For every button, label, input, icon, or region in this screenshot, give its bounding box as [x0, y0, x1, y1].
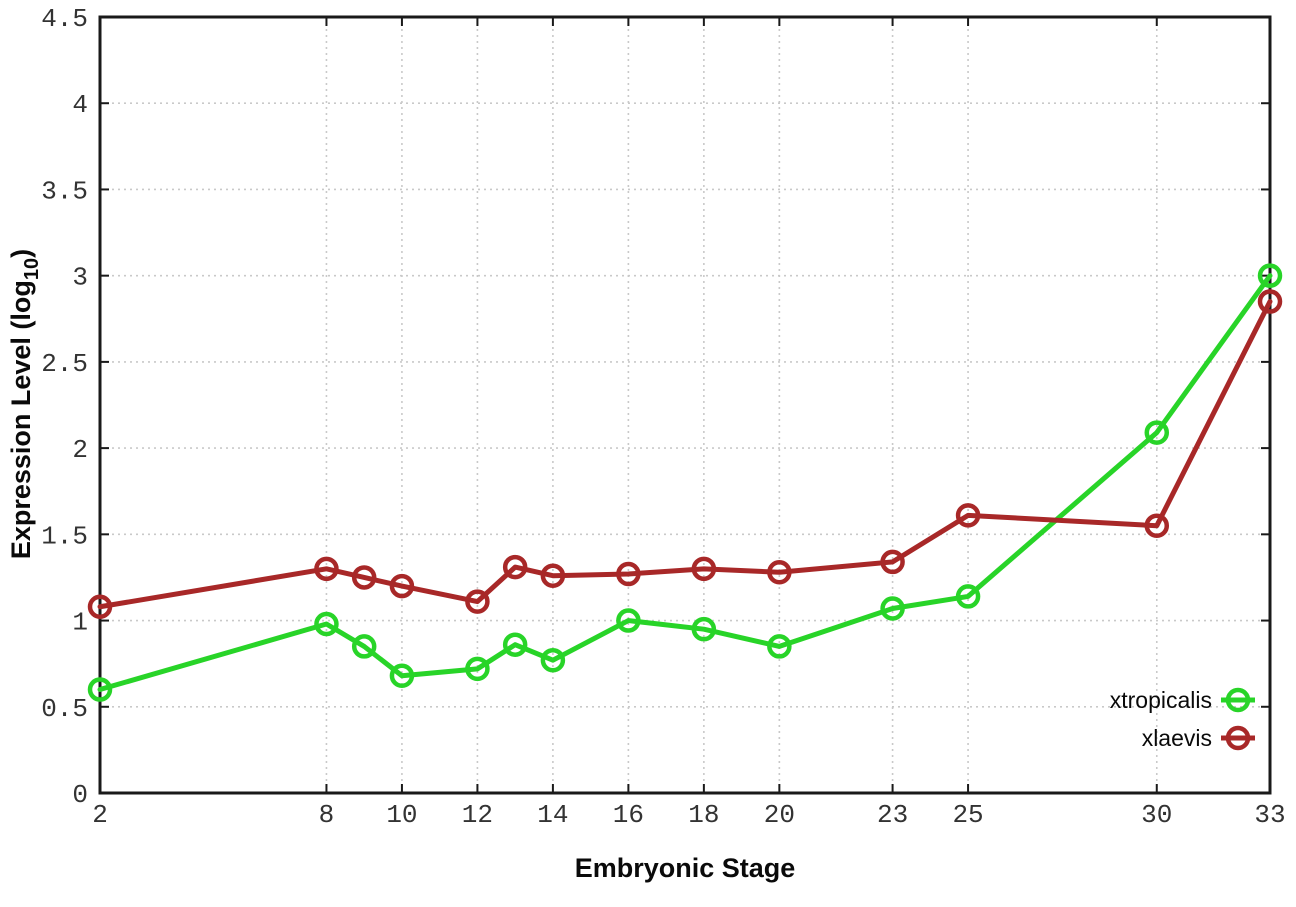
marker-xtropicalis-stage-2 — [87, 677, 113, 702]
x-axis-title: Embryonic Stage — [575, 853, 796, 883]
marker-xtropicalis-stage-12 — [465, 656, 490, 682]
plot-border — [98, 15, 1272, 795]
legend-label-xtropicalis: xtropicalis — [1110, 687, 1212, 713]
x-tick-label-14: 14 — [537, 800, 568, 830]
y-tick-label-2.5: 2.5 — [41, 349, 88, 379]
y-tick-label-1: 1 — [72, 608, 88, 638]
marker-xlaevis-stage-30 — [1144, 513, 1170, 538]
x-tick-label-12: 12 — [462, 800, 493, 830]
x-tick-label-33: 33 — [1254, 800, 1285, 830]
x-tick-label-8: 8 — [319, 800, 335, 830]
series-line-xtropicalis — [97, 273, 1273, 693]
marker-xlaevis-stage-9 — [351, 565, 377, 590]
legend-marker-xtropicalis — [1225, 687, 1251, 713]
marker-xlaevis-stage-23 — [880, 549, 905, 575]
y-tick-label-4: 4 — [72, 90, 88, 120]
x-tick-label-25: 25 — [952, 800, 983, 830]
grid-layer — [100, 17, 1270, 793]
y-tick-label-0.5: 0.5 — [41, 694, 88, 724]
x-tick-label-30: 30 — [1141, 800, 1172, 830]
y-tick-label-2: 2 — [72, 435, 88, 465]
x-tick-label-16: 16 — [613, 800, 644, 830]
marker-xtropicalis-stage-16 — [616, 608, 641, 633]
marker-xtropicalis-stage-14 — [540, 647, 566, 673]
legend-marker-xlaevis — [1225, 725, 1251, 751]
marker-xtropicalis-stage-9 — [351, 634, 377, 659]
marker-xtropicalis-stage-13 — [502, 632, 528, 657]
y-axis-title-subscript: 10 — [21, 258, 43, 280]
series-line-xlaevis — [97, 299, 1273, 610]
y-axis-title: Expression Level (log10) — [6, 249, 43, 559]
marker-xlaevis-stage-10 — [389, 573, 415, 599]
marker-xlaevis-stage-20 — [767, 560, 792, 585]
marker-xtropicalis-stage-33 — [1257, 263, 1283, 288]
marker-xlaevis-stage-33 — [1257, 289, 1283, 314]
y-tick-label-3: 3 — [72, 263, 88, 293]
x-tick-label-20: 20 — [764, 800, 795, 830]
marker-xtropicalis-stage-23 — [880, 596, 905, 621]
marker-xtropicalis-stage-18 — [691, 616, 717, 642]
x-tick-label-18: 18 — [688, 800, 719, 830]
y-tick-label-1.5: 1.5 — [41, 521, 88, 551]
marker-xlaevis-stage-18 — [691, 556, 717, 582]
y-tick-label-0: 0 — [72, 780, 88, 810]
marker-xtropicalis-stage-30 — [1144, 420, 1170, 445]
axes-layer — [98, 15, 1272, 795]
legend-layer: xtropicalis xlaevis — [1110, 687, 1255, 751]
marker-xtropicalis-stage-20 — [767, 634, 792, 659]
marker-xtropicalis-stage-10 — [389, 663, 415, 688]
series-layer — [87, 263, 1283, 702]
x-tick-label-2: 2 — [92, 800, 108, 830]
y-tick-label-3.5: 3.5 — [41, 176, 88, 206]
legend-label-xlaevis: xlaevis — [1142, 725, 1212, 751]
y-axis-title-prefix: Expression Level (log — [6, 280, 36, 559]
marker-xtropicalis-stage-25 — [955, 584, 981, 609]
marker-xlaevis-stage-25 — [955, 503, 981, 528]
marker-xlaevis-stage-2 — [87, 594, 113, 620]
marker-xlaevis-stage-14 — [540, 563, 566, 588]
marker-xtropicalis-stage-8 — [314, 611, 339, 637]
marker-xlaevis-stage-8 — [314, 556, 339, 582]
x-tick-label-10: 10 — [386, 800, 417, 830]
y-tick-label-4.5: 4.5 — [41, 4, 88, 34]
marker-xlaevis-stage-12 — [465, 589, 490, 614]
y-axis-title-suffix: ) — [6, 249, 36, 258]
x-tick-label-23: 23 — [877, 800, 908, 830]
tick-labels-layer: 2 8 10 12 14 16 18 20 23 25 30 33 0 0.5 1 1.5 2 2.5 3 3.5 4 4… — [41, 4, 1285, 830]
marker-xlaevis-stage-13 — [502, 554, 528, 580]
marker-xlaevis-stage-16 — [616, 561, 641, 587]
